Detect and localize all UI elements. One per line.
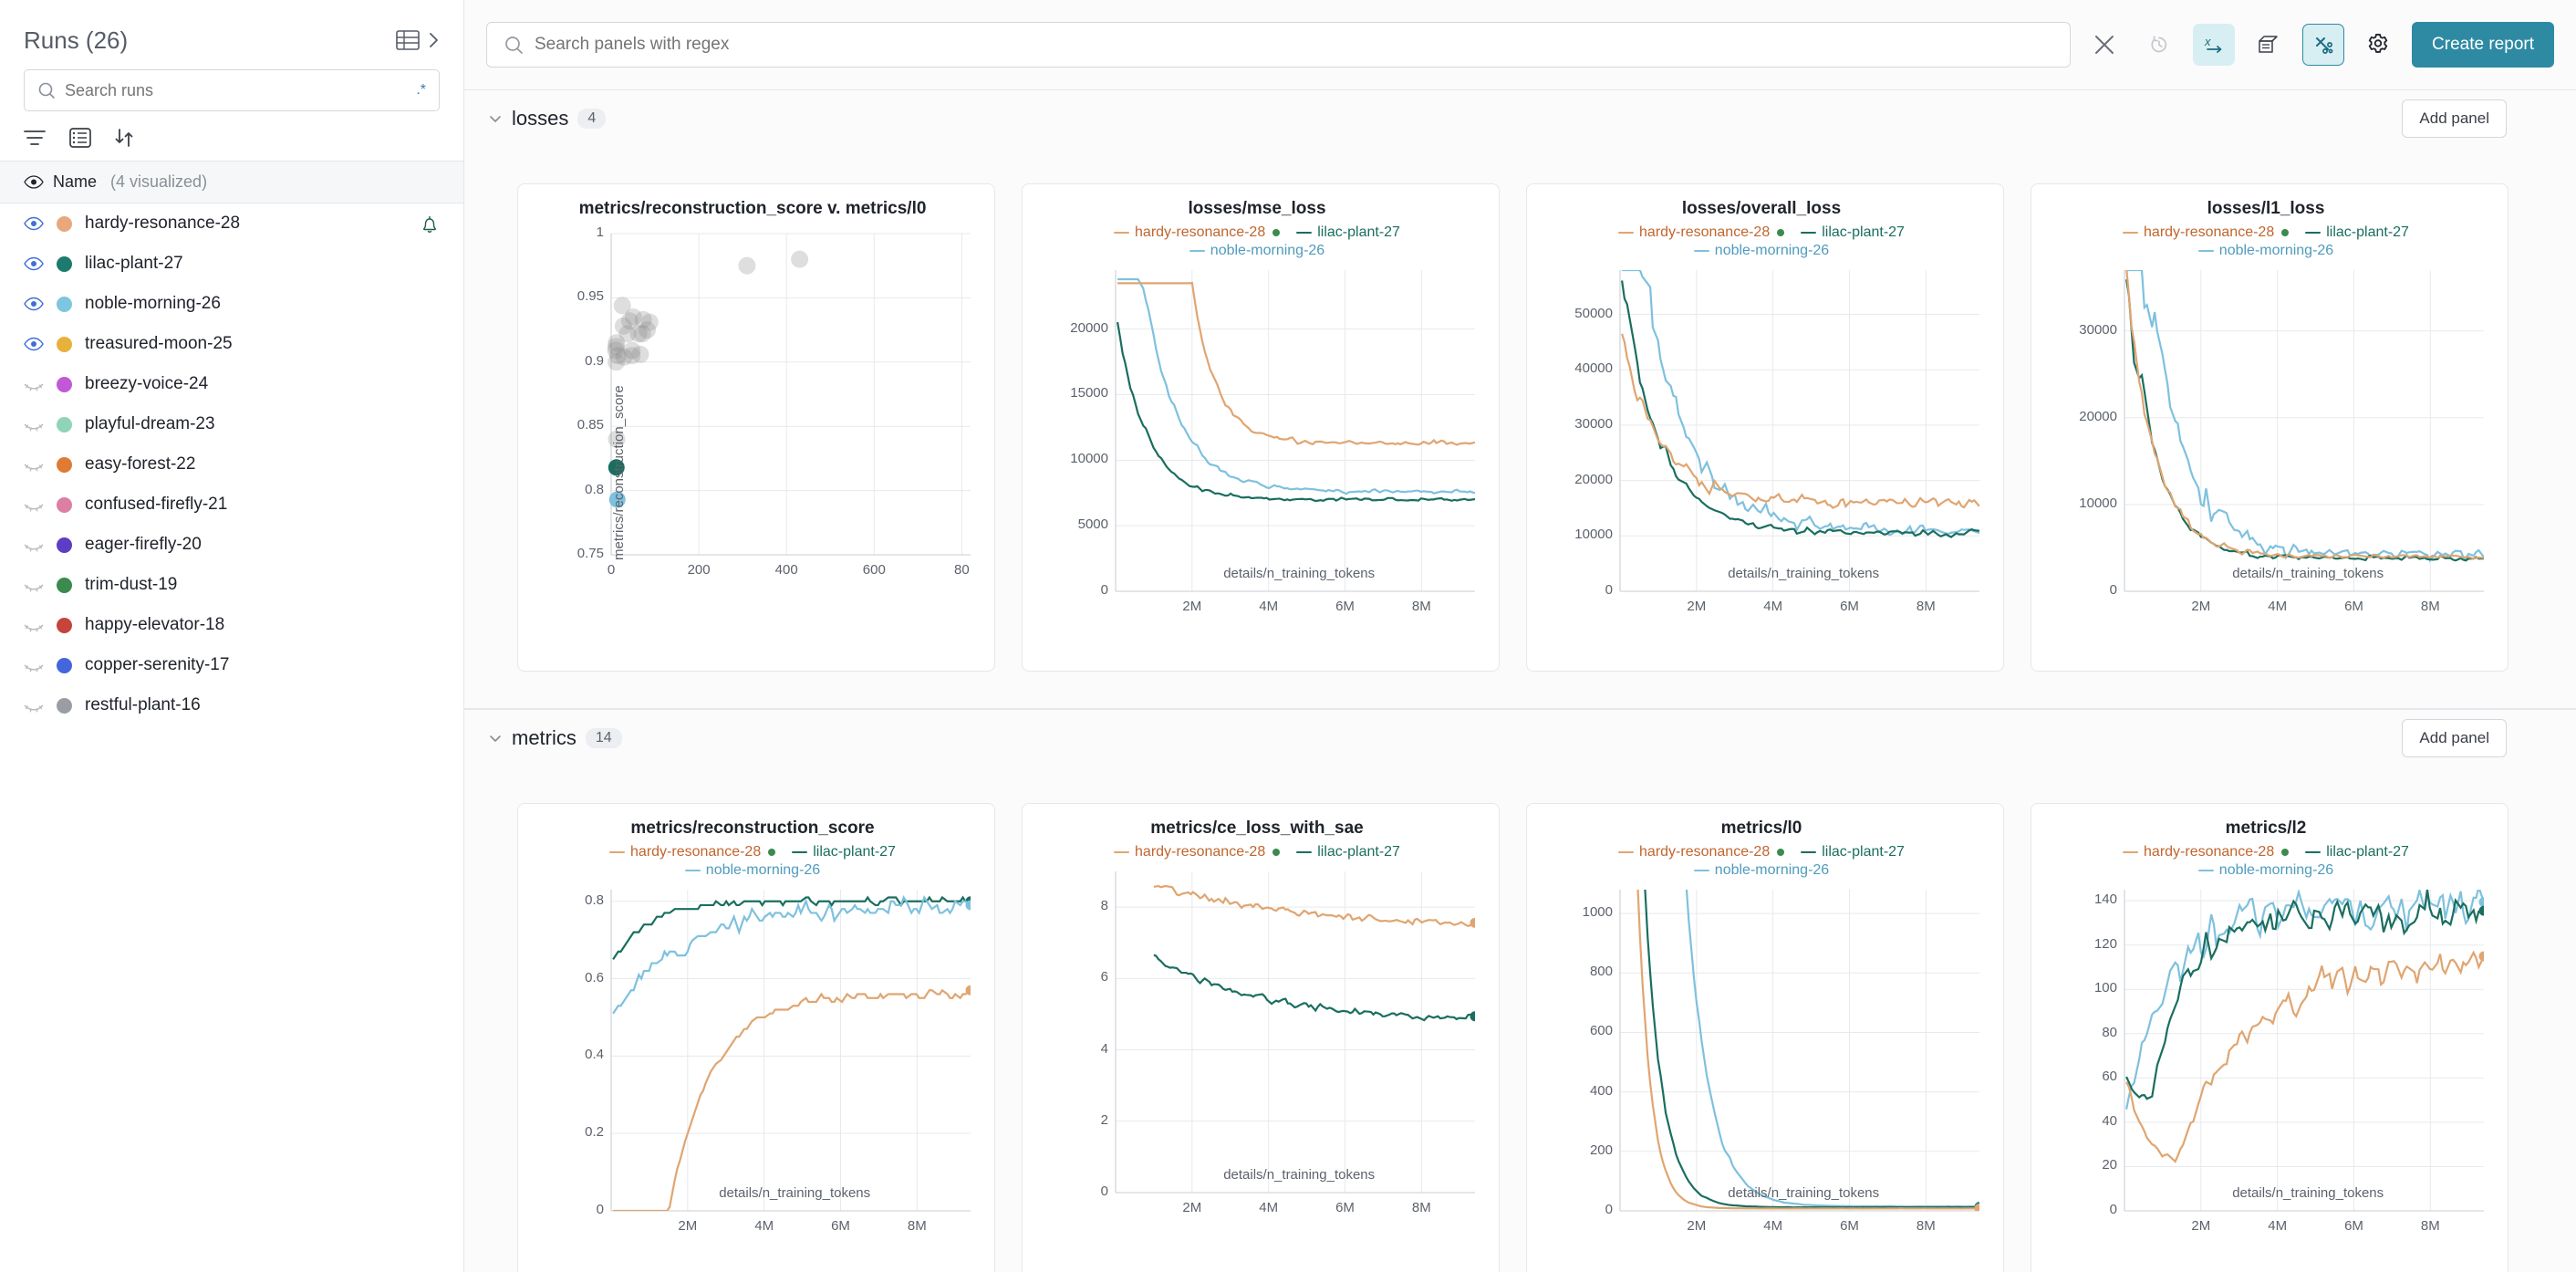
svg-text:x: x	[2204, 35, 2211, 48]
